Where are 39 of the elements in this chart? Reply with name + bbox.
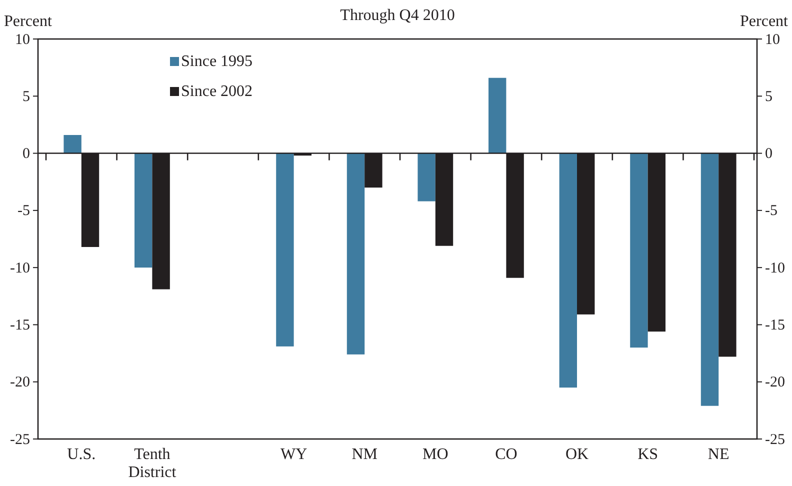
bar (418, 153, 436, 202)
y-tick-label: 10 (15, 32, 30, 48)
bar (630, 153, 648, 348)
x-tick-label: U.S. (67, 446, 96, 463)
y2-tick-label: -20 (765, 374, 785, 391)
bar (700, 153, 719, 406)
x-tick-label: OK (565, 446, 589, 463)
y2-tick-label: -15 (765, 318, 785, 334)
y2-tick-label: 10 (765, 32, 780, 48)
bar (346, 153, 365, 354)
y-tick-label: -20 (10, 374, 30, 391)
x-tick-label: MO (422, 446, 448, 463)
bar (488, 78, 506, 154)
x-tick-label: WY (280, 446, 308, 463)
x-tick-label: NE (708, 446, 730, 463)
bar (559, 153, 577, 388)
x-tick-label: CO (495, 446, 518, 463)
y2-axis-title: Percent (740, 13, 789, 30)
y-tick-label: -15 (10, 318, 30, 334)
y-tick-label: -10 (10, 260, 30, 276)
y-axis-title: Percent (4, 13, 53, 30)
y-tick-label: 0 (22, 146, 30, 162)
bar (134, 153, 152, 268)
bar (64, 135, 82, 154)
y2-tick-label: -25 (765, 432, 785, 448)
bar (276, 153, 294, 346)
y-tick-label: 5 (22, 88, 30, 105)
x-tick-label: KS (638, 446, 658, 463)
legend-label: Since 2002 (181, 83, 253, 100)
y2-tick-label: -10 (765, 260, 785, 276)
y2-tick-label: 0 (765, 146, 772, 162)
x-tick-label: Tenth District (128, 446, 177, 481)
y-tick-label: -5 (18, 203, 30, 220)
x-tick-label: NM (352, 446, 378, 463)
chart-title: Through Q4 2010 (340, 7, 455, 24)
y2-tick-label: -5 (765, 203, 778, 220)
y2-tick-label: 5 (765, 88, 772, 105)
legend-label: Since 1995 (181, 53, 253, 70)
y-tick-label: -25 (10, 432, 30, 448)
